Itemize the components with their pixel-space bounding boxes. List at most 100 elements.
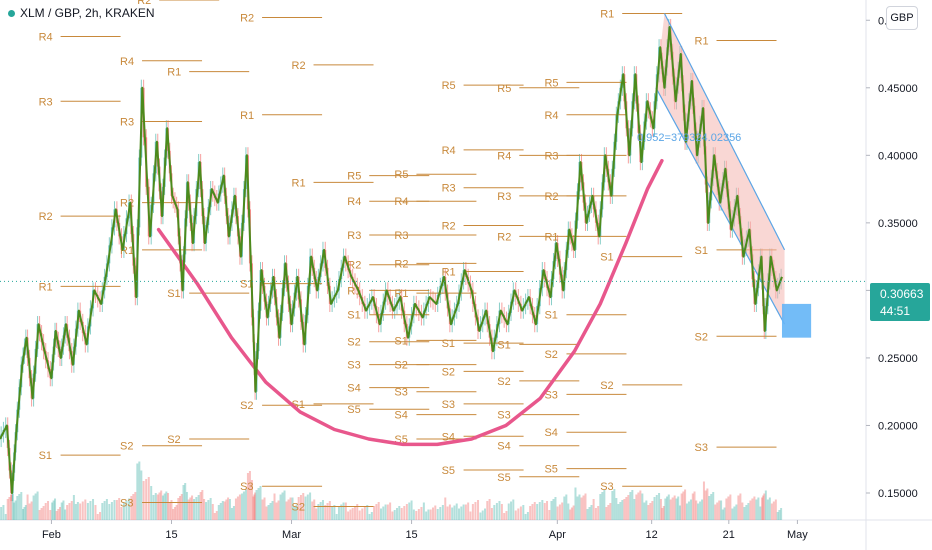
volume-bar [764, 490, 767, 520]
volume-bar [18, 494, 21, 520]
volume-bar [342, 502, 345, 520]
volume-bar [306, 494, 309, 520]
volume-bar [238, 494, 241, 520]
volume-bar [729, 494, 732, 520]
pivot-label: S2 [497, 376, 510, 388]
volume-bar [309, 492, 312, 520]
volume-bar [273, 493, 276, 520]
volume-bar [517, 508, 520, 520]
pivot-label: R4 [394, 196, 408, 208]
volume-bar [379, 508, 382, 520]
pivot-label: R1 [394, 288, 408, 300]
volume-bar [285, 501, 288, 520]
volume-bar [250, 480, 253, 520]
volume-bar [716, 502, 719, 520]
volume-bar [444, 497, 447, 520]
volume-bar [150, 486, 153, 520]
volume-bar [552, 499, 555, 520]
pivot-label: S3 [600, 481, 613, 493]
volume-bar [257, 488, 260, 520]
volume-bar [588, 507, 591, 520]
volume-bar [469, 511, 472, 520]
volume-bar [410, 500, 413, 520]
volume-bar [156, 494, 159, 520]
volume-bar [543, 503, 546, 520]
target-box-rect[interactable] [781, 303, 812, 338]
volume-bar [259, 486, 262, 520]
volume-bar [30, 501, 33, 520]
volume-bar [643, 502, 646, 520]
volume-bar [66, 505, 69, 520]
volume-bar [391, 511, 394, 520]
pivot-label: R3 [120, 117, 134, 129]
volume-bar [328, 501, 331, 520]
last-price-tag: 0.30663 44:51 [870, 283, 930, 321]
price-line[interactable] [0, 26, 866, 494]
volume-bar [54, 498, 57, 520]
pivot-label: S5 [544, 464, 557, 476]
volume-bar [213, 513, 216, 520]
volume-bar [731, 508, 734, 520]
channel-upper-line[interactable] [663, 13, 786, 251]
volume-bar [142, 481, 145, 520]
volume-bar [199, 492, 202, 520]
volume-bar [675, 498, 678, 520]
volume-bar [770, 503, 773, 520]
volume-bar [76, 502, 79, 520]
pivot-label: S4 [442, 431, 455, 443]
volume-bar [227, 497, 230, 520]
volume-bar [601, 492, 604, 520]
volume-bar [655, 495, 658, 520]
currency-button[interactable]: GBP [886, 6, 918, 30]
pivot-label: S2 [120, 441, 133, 453]
volume-bar [621, 500, 624, 520]
pivot-label: R1 [544, 231, 558, 243]
volume-bar [594, 508, 597, 520]
volume-bar [358, 510, 361, 520]
volume-bar [522, 505, 525, 520]
volume-bar [340, 504, 343, 520]
volume-bar [548, 510, 551, 520]
volume-bar [337, 506, 340, 520]
volume-bar [737, 495, 740, 520]
volume-bar [13, 502, 16, 520]
volume-bar [389, 502, 392, 520]
price-line-path[interactable] [0, 26, 783, 494]
pivot-label: R1 [240, 110, 254, 122]
pivot-points: R4 R3 R2 R1 S1 R4 R3 R2 R1 S2 S3 R2 R1 S1 S2 R2 R1 S1 S2 S3… [39, 0, 777, 513]
volume-bar [436, 509, 439, 520]
volume-bar [195, 497, 198, 520]
pivot-label: S2 [167, 434, 180, 446]
volume-bar [234, 498, 237, 520]
volume-bar [232, 506, 235, 520]
volume-bar [147, 477, 150, 520]
volume-bar [753, 496, 756, 520]
pivot-label: S3 [120, 497, 133, 509]
volume-bar [177, 498, 180, 520]
volume-bar [197, 495, 200, 520]
volume-bar [254, 492, 257, 520]
volume-bar [335, 514, 338, 520]
pivot-label: S1 [497, 339, 510, 351]
volume-bar [682, 491, 685, 520]
volume-bar [718, 500, 721, 520]
volume-bar [89, 501, 92, 520]
time-axis[interactable]: Feb 15 Mar 15 Apr 12 21 May [42, 520, 808, 541]
target-box[interactable] [781, 303, 812, 338]
descending-channel[interactable] [655, 13, 786, 325]
pivot-label: R3 [394, 230, 408, 242]
pivot-label: R2 [347, 260, 361, 272]
pivot-label: R3 [347, 230, 361, 242]
volume-bar [191, 495, 194, 520]
volume-bar [603, 490, 606, 520]
volume-bar [400, 508, 403, 520]
volume-bar [370, 512, 373, 520]
volume-bar [331, 507, 334, 520]
volume-bar [567, 503, 570, 520]
volume-bar [429, 509, 432, 520]
price-axis[interactable]: 0.500000.450000.400000.350000.300000.250… [866, 15, 918, 500]
volume-bar [297, 497, 300, 520]
volume-bar [145, 479, 148, 520]
